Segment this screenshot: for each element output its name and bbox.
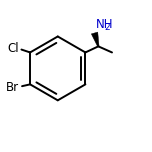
Text: NH: NH — [96, 18, 114, 31]
Polygon shape — [91, 32, 99, 47]
Text: Br: Br — [6, 81, 19, 94]
Text: 2: 2 — [104, 23, 110, 32]
Text: Cl: Cl — [7, 42, 19, 55]
